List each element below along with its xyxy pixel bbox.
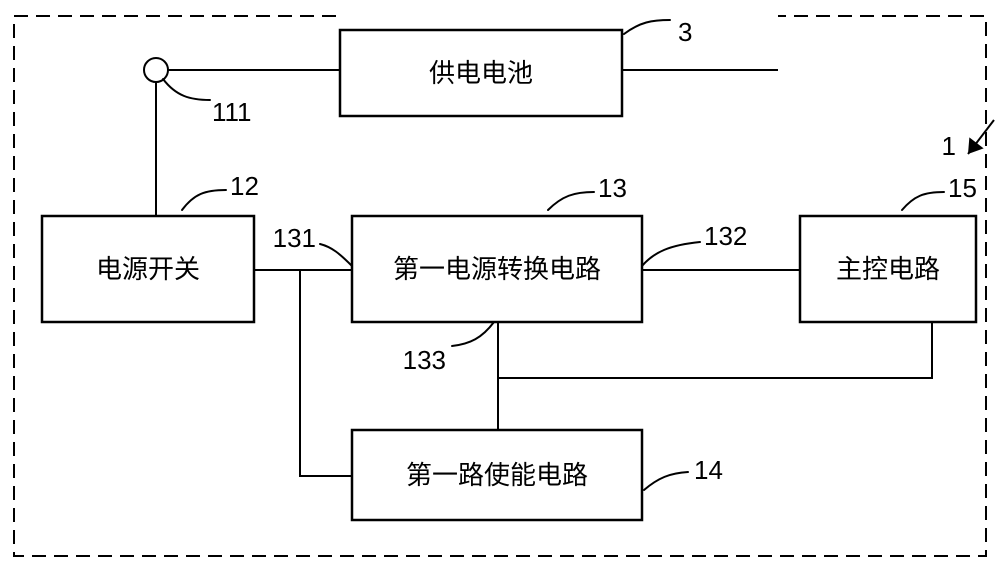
ref-13: 13	[598, 173, 627, 203]
lead-132	[642, 242, 700, 266]
lead-13	[548, 192, 594, 210]
block-label-switch: 电源开关	[96, 254, 200, 284]
block-label-conv: 第一电源转换电路	[393, 254, 601, 284]
block-enable: 第一路使能电路	[352, 430, 642, 520]
block-label-battery: 供电电池	[429, 58, 533, 88]
lead-133	[452, 322, 494, 346]
lead-12	[182, 190, 226, 210]
block-battery: 供电电池	[340, 30, 622, 116]
lead-15	[902, 192, 944, 210]
ref-131: 131	[273, 223, 316, 253]
arrow-into-border	[968, 120, 994, 154]
ref-3: 3	[678, 17, 692, 47]
block-label-main: 主控电路	[836, 254, 940, 284]
block-main: 主控电路	[800, 216, 976, 322]
ref-1: 1	[942, 131, 956, 161]
lead-3	[624, 20, 670, 34]
probe-node	[144, 58, 168, 82]
ref-133: 133	[403, 345, 446, 375]
lead-111	[163, 79, 210, 100]
block-label-enable: 第一路使能电路	[406, 460, 588, 490]
ref-14: 14	[694, 455, 723, 485]
block-conv: 第一电源转换电路	[352, 216, 642, 322]
ref-111: 111	[212, 97, 252, 127]
circuit-block-diagram: 供电电池电源开关 第一电源转换电路 主控电路第一路使能电路 111 12 3 13 15 14…	[0, 0, 1000, 570]
ref-12: 12	[230, 171, 259, 201]
enj-to-main	[498, 322, 932, 378]
lead-131	[320, 244, 352, 266]
block-switch: 电源开关	[42, 216, 254, 322]
switch-en-down	[300, 270, 352, 476]
block-nodes: 供电电池电源开关 第一电源转换电路 主控电路第一路使能电路	[42, 30, 976, 520]
ref-15: 15	[948, 173, 977, 203]
lead-14	[644, 472, 688, 490]
ref-132: 132	[704, 221, 747, 251]
